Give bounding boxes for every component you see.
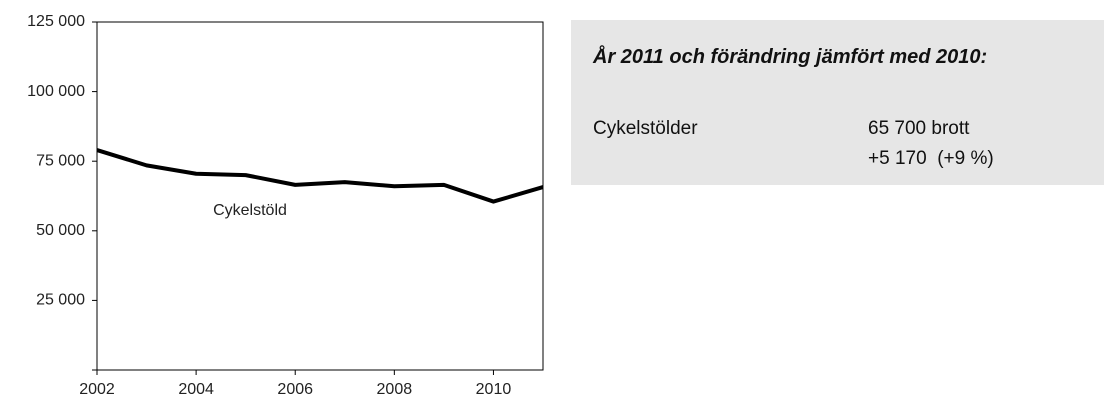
x-tick-label: 2004 xyxy=(178,381,214,398)
y-tick-label: 25 000 xyxy=(36,292,85,309)
chart: 25 000 50 000 75 000 100 000 125 000 2002 2004… xyxy=(27,13,544,398)
row-label: Cykelstölder xyxy=(593,118,698,139)
y-tick-label: 50 000 xyxy=(36,222,85,239)
row-value: 65 700 brott xyxy=(868,118,970,139)
y-tick-label: 100 000 xyxy=(27,83,85,100)
panel-title: År 2011 och förändring jämfört med 2010: xyxy=(593,46,988,68)
x-tick-label: 2008 xyxy=(377,381,413,398)
plot-frame xyxy=(96,21,544,371)
series-label: Cykelstöld xyxy=(213,202,287,219)
x-tick-label: 2006 xyxy=(277,381,313,398)
y-tick-label: 125 000 xyxy=(27,13,85,30)
summary-panel: År 2011 och förändring jämfört med 2010:… xyxy=(571,20,1104,185)
y-tick-label: 75 000 xyxy=(36,152,85,169)
x-tick-label: 2002 xyxy=(79,381,115,398)
row-value: +5 170 (+9 %) xyxy=(868,148,994,169)
x-tick-label: 2010 xyxy=(476,381,512,398)
data-line xyxy=(96,148,544,204)
